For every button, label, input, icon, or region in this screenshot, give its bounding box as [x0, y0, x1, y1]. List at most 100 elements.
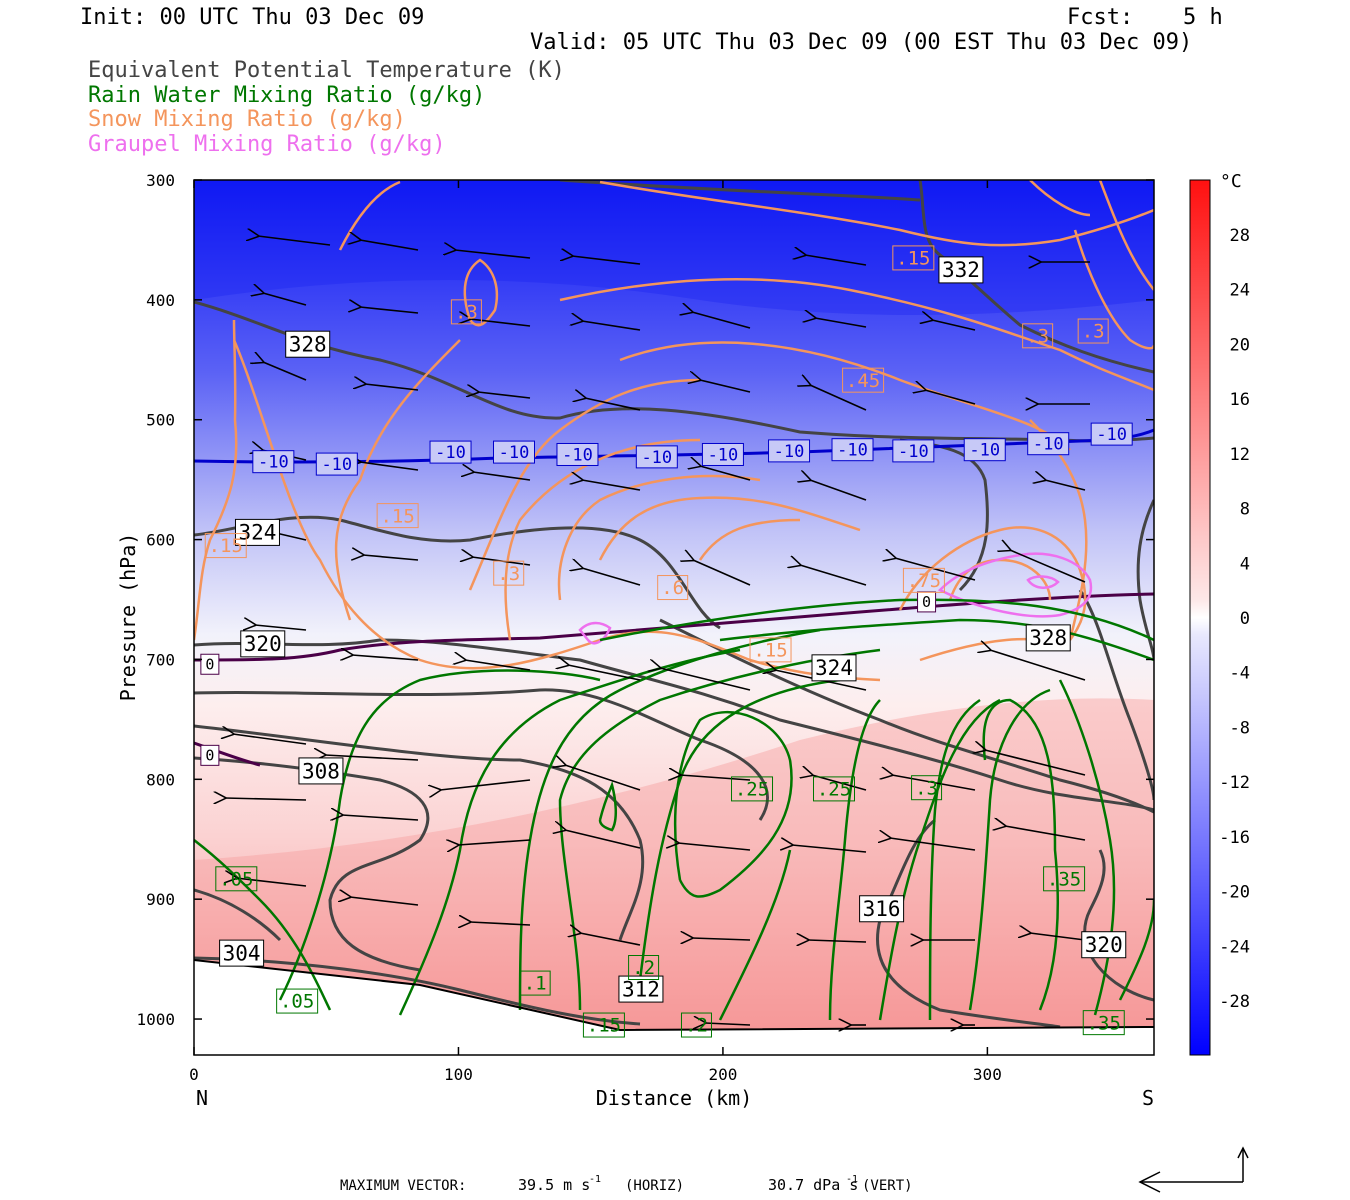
forecast-label: Fcst: — [1067, 5, 1134, 30]
svg-text:.05: .05 — [219, 868, 253, 890]
x-axis-title: Distance (km) — [596, 1086, 753, 1110]
rain-label: .2 — [680, 1012, 712, 1038]
minus10-label: -10 — [635, 445, 678, 469]
svg-text:.15: .15 — [587, 1015, 621, 1037]
terrain-surface — [193, 959, 1155, 1032]
svg-text:.3: .3 — [455, 301, 478, 323]
snow-label: .45 — [842, 367, 885, 393]
theta-e-label: 320 — [1081, 931, 1127, 959]
theta-e-label: 332 — [938, 256, 984, 284]
theta-e-label: 324 — [234, 518, 280, 546]
svg-text:.3: .3 — [1026, 325, 1049, 347]
svg-text:0: 0 — [205, 747, 214, 765]
colorbar-tick-label: -28 — [1219, 992, 1250, 1012]
zero-isotherm — [194, 592, 1154, 662]
svg-text:-10: -10 — [708, 445, 739, 465]
svg-text:-10: -10 — [969, 441, 1000, 461]
svg-text:304: 304 — [223, 941, 261, 965]
rain-label: .35 — [1082, 1010, 1125, 1036]
svg-text:-10: -10 — [562, 445, 593, 465]
zero-isotherm-label: 0 — [917, 591, 937, 613]
minus10-label: -10 — [963, 438, 1006, 462]
y-tick-label: 300 — [146, 171, 175, 190]
vert-vector-unit: (VERT) — [862, 1178, 913, 1194]
theta-e-label: 328 — [1025, 624, 1071, 652]
rain-label: .25 — [813, 776, 855, 802]
minus10-label: -10 — [892, 439, 935, 463]
rain-label: .35 — [1043, 866, 1086, 892]
svg-text:.35: .35 — [1087, 1012, 1121, 1034]
colorbar-tick-label: 24 — [1230, 281, 1250, 301]
colorbar-tick-label: -8 — [1230, 718, 1250, 738]
colorbar-tick-label: 0 — [1240, 609, 1250, 629]
y-tick-label: 800 — [146, 770, 175, 789]
svg-text:-10: -10 — [898, 442, 929, 462]
minus10-label: -10 — [1027, 432, 1070, 456]
snow-label: .3 — [450, 299, 482, 325]
colorbar-tick-label: 28 — [1230, 226, 1250, 246]
svg-text:.15: .15 — [380, 505, 414, 527]
y-tick-label: 600 — [146, 531, 175, 550]
svg-text:328: 328 — [289, 333, 327, 357]
svg-text:.75: .75 — [907, 570, 941, 592]
svg-text:308: 308 — [302, 759, 340, 783]
colorbar-tick-label: 20 — [1230, 335, 1250, 355]
theta-e-label: 328 — [285, 330, 331, 358]
svg-text:-10: -10 — [641, 448, 672, 468]
temperature-shading — [194, 180, 1154, 1055]
x-tick-label: 300 — [973, 1065, 1002, 1084]
snow-label: .6 — [657, 575, 689, 601]
svg-text:332: 332 — [942, 258, 980, 282]
theta-e-label: 320 — [240, 630, 286, 658]
colorbar-tick-label: -4 — [1230, 664, 1250, 684]
rain-label: .15 — [582, 1012, 625, 1038]
svg-text:328: 328 — [1029, 626, 1067, 650]
svg-text:0: 0 — [922, 593, 931, 611]
snow-label: .15 — [892, 245, 935, 271]
minus10-label: -10 — [252, 450, 295, 474]
snow-label: .3 — [1077, 318, 1109, 344]
plot-frame — [193, 179, 1155, 1056]
minus10-label: -10 — [831, 438, 874, 462]
colorbar-tick-label: 8 — [1240, 500, 1250, 520]
svg-text:324: 324 — [239, 521, 277, 545]
svg-text:.25: .25 — [735, 779, 769, 801]
minus10-label: -10 — [429, 440, 472, 464]
x-tick-label: 100 — [444, 1065, 473, 1084]
vert-vector-value: 30.7 dPa s — [768, 1176, 858, 1194]
snow-label: .15 — [376, 503, 419, 529]
x-tick-label: 200 — [708, 1065, 737, 1084]
wind-vectors — [225, 236, 1090, 1025]
theta-e-contours — [194, 180, 1154, 1029]
svg-text:312: 312 — [622, 977, 660, 1001]
colorbar-tick-label: 12 — [1230, 445, 1250, 465]
legend-rain: Rain Water Mixing Ratio (g/kg) — [88, 83, 486, 108]
contour-lines — [194, 180, 1154, 1029]
legend-theta-e: Equivalent Potential Temperature (K) — [88, 58, 565, 83]
zero-isotherm-label: 0 — [200, 653, 220, 675]
max-vector-label: MAXIMUM VECTOR: — [340, 1178, 466, 1194]
svg-text:.35: .35 — [1047, 868, 1081, 890]
y-tick-label: 400 — [146, 291, 175, 310]
legend-snow: Snow Mixing Ratio (g/kg) — [88, 107, 406, 132]
reference-vector-arrows — [1138, 1146, 1249, 1193]
y-axis-title: Pressure (hPa) — [116, 533, 140, 702]
svg-text:316: 316 — [863, 897, 901, 921]
svg-text:-10: -10 — [499, 443, 530, 463]
theta-e-label: 308 — [298, 757, 344, 785]
colorbar-tick-label: -12 — [1219, 773, 1250, 793]
snow-label: .3 — [493, 560, 525, 586]
snow-label: .3 — [1022, 323, 1054, 349]
theta-e-label: 304 — [219, 939, 265, 967]
colorbar-tick-label: -24 — [1219, 937, 1250, 957]
forecast-hours: 5 h — [1183, 5, 1223, 30]
colorbar-tick-label: 16 — [1230, 390, 1250, 410]
svg-text:.15: .15 — [896, 248, 930, 270]
colorbar-unit: °C — [1220, 171, 1242, 192]
y-tick-label: 1000 — [136, 1010, 175, 1029]
minus10-label: -10 — [315, 452, 358, 476]
svg-text:.15: .15 — [209, 535, 243, 557]
valid-time: Valid: 05 UTC Thu 03 Dec 09 (00 EST Thu … — [530, 30, 1193, 55]
horiz-vector-unit: (HORIZ) — [625, 1178, 684, 1194]
svg-text:-10: -10 — [837, 441, 868, 461]
